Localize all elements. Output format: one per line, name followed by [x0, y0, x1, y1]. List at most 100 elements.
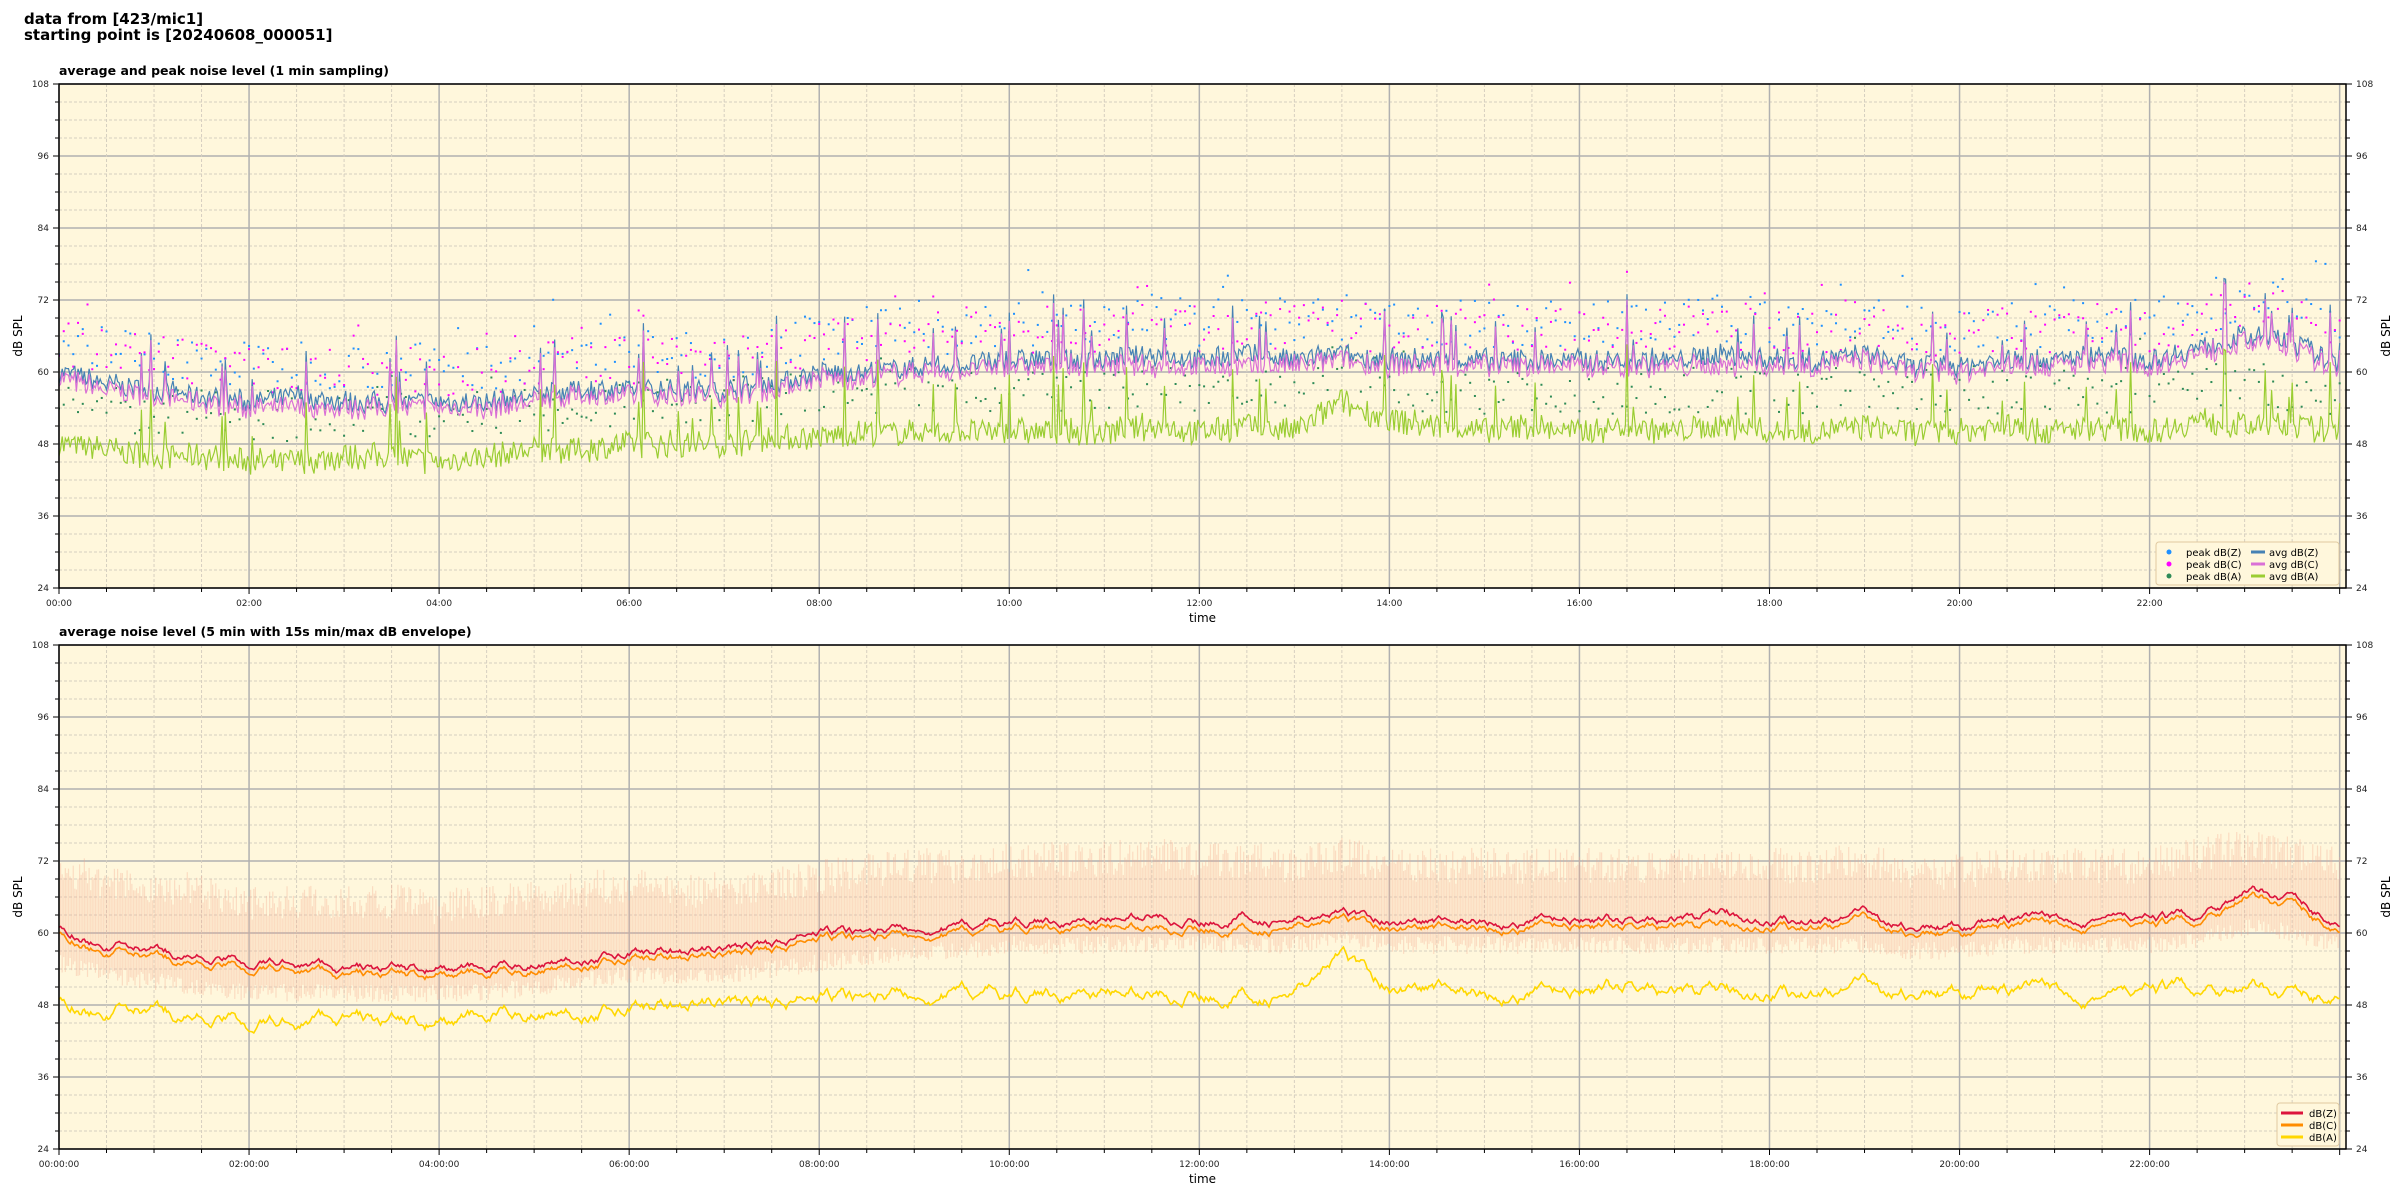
- peak-point: [2196, 311, 2199, 314]
- peak-point: [661, 342, 664, 345]
- peak-point: [656, 361, 659, 364]
- peak-point: [1816, 405, 1819, 408]
- peak-point: [2120, 328, 2123, 331]
- peak-point: [1545, 345, 1548, 348]
- peak-point: [2281, 290, 2284, 293]
- legend-box: [2155, 541, 2340, 586]
- peak-point: [675, 345, 678, 348]
- peak-point: [1255, 312, 1258, 315]
- peak-point: [699, 419, 702, 422]
- peak-point: [1625, 405, 1628, 408]
- peak-point: [1606, 300, 1609, 303]
- peak-point: [1739, 375, 1742, 378]
- peak-point: [1835, 367, 1838, 370]
- peak-point: [2191, 305, 2194, 308]
- peak-point: [352, 347, 355, 350]
- peak-point: [1711, 399, 1714, 402]
- peak-point: [1749, 389, 1752, 392]
- peak-point: [1654, 338, 1657, 341]
- peak-point: [2058, 379, 2061, 382]
- peak-point: [2096, 303, 2099, 306]
- peak-point: [761, 351, 764, 354]
- peak-point: [822, 333, 825, 336]
- peak-point: [262, 423, 265, 426]
- peak-point: [404, 378, 407, 381]
- peak-point: [248, 348, 251, 351]
- peak-point: [461, 375, 464, 378]
- plot-frame: [58, 83, 2347, 589]
- peak-point: [661, 416, 664, 419]
- peak-point: [1312, 311, 1315, 314]
- peak-point: [1169, 318, 1172, 321]
- peak-point: [1103, 323, 1106, 326]
- peak-point: [818, 409, 821, 412]
- peak-point: [1298, 316, 1301, 319]
- peak-point: [1364, 302, 1367, 305]
- peak-point: [1355, 359, 1358, 362]
- peak-point: [1863, 318, 1866, 321]
- peak-point: [2324, 384, 2327, 387]
- peak-point: [585, 416, 588, 419]
- peak-point: [2210, 381, 2213, 384]
- peak-point: [205, 416, 208, 419]
- peak-point: [1939, 348, 1942, 351]
- peak-point: [1055, 313, 1058, 316]
- peak-point: [1630, 331, 1633, 334]
- peak-point: [585, 376, 588, 379]
- peak-point: [233, 351, 236, 354]
- peak-point: [1530, 408, 1533, 411]
- peak-point: [1169, 367, 1172, 370]
- peak-point: [172, 394, 175, 397]
- peak-point: [761, 356, 764, 359]
- peak-point: [381, 385, 384, 388]
- peak-point: [2025, 375, 2028, 378]
- peak-point: [1079, 304, 1082, 307]
- peak-point: [1160, 297, 1163, 300]
- peak-point: [452, 366, 455, 369]
- peak-point: [476, 391, 479, 394]
- peak-point: [1212, 306, 1215, 309]
- x-tick-label: 22:00:00: [2129, 1160, 2170, 1170]
- peak-point: [651, 336, 654, 339]
- peak-point: [2010, 302, 2013, 305]
- peak-point: [666, 378, 669, 381]
- peak-point: [937, 311, 940, 314]
- peak-point: [1540, 333, 1543, 336]
- chart-title: average and peak noise level (1 min samp…: [59, 63, 389, 78]
- peak-point: [1435, 341, 1438, 344]
- peak-point: [2006, 379, 2009, 382]
- peak-point: [1944, 410, 1947, 413]
- peak-point: [727, 357, 730, 360]
- peak-point: [1682, 303, 1685, 306]
- peak-point: [1963, 337, 1966, 340]
- peak-point: [794, 321, 797, 324]
- peak-point: [1492, 345, 1495, 348]
- peak-point: [1516, 348, 1519, 351]
- peak-point: [1611, 412, 1614, 415]
- peak-point: [1611, 344, 1614, 347]
- peak-point: [1112, 334, 1115, 337]
- peak-point: [784, 392, 787, 395]
- peak-point: [490, 368, 493, 371]
- peak-point: [257, 366, 260, 369]
- peak-point: [495, 426, 498, 429]
- plot-area: [59, 832, 2341, 1035]
- peak-point: [1027, 330, 1030, 333]
- peak-point: [2034, 315, 2037, 318]
- y-tick-label: 72: [38, 296, 49, 306]
- peak-point: [1863, 373, 1866, 376]
- peak-point: [1212, 385, 1215, 388]
- peak-point: [1616, 336, 1619, 339]
- peak-point: [314, 379, 317, 382]
- peak-point: [1616, 382, 1619, 385]
- peak-point: [718, 366, 721, 369]
- peak-point: [984, 305, 987, 308]
- legend-label: avg dB(A): [2269, 572, 2319, 583]
- peak-point: [1507, 335, 1510, 338]
- peak-point: [813, 336, 816, 339]
- peak-point: [1013, 312, 1016, 315]
- peak-point: [927, 381, 930, 384]
- peak-point: [1773, 345, 1776, 348]
- peak-point: [129, 346, 132, 349]
- peak-point: [419, 358, 422, 361]
